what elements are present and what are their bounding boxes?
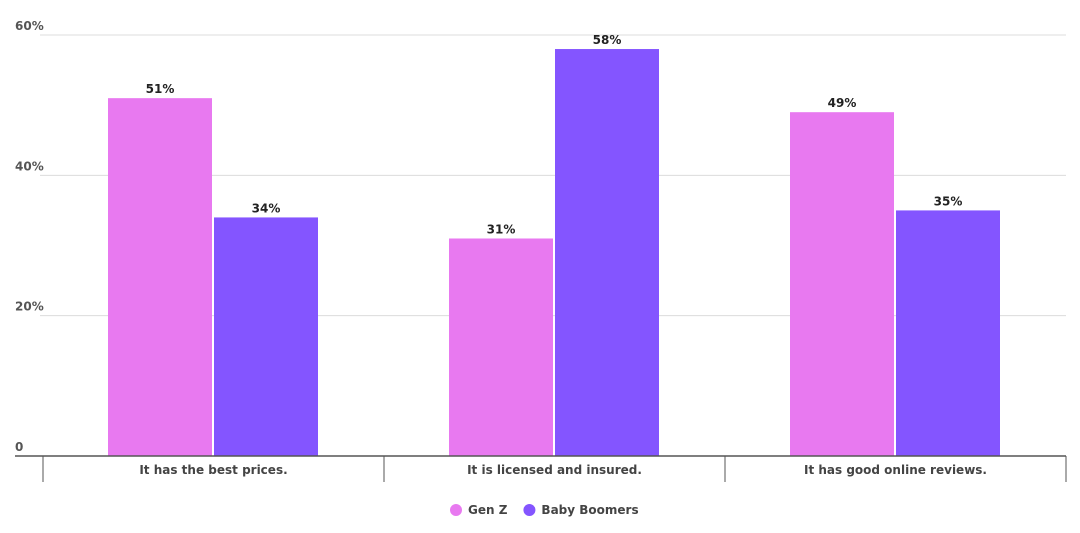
bar bbox=[896, 210, 1000, 456]
x-tick-label: It is licensed and insured. bbox=[467, 463, 642, 477]
data-label: 31% bbox=[487, 222, 516, 236]
bar bbox=[108, 98, 212, 457]
y-tick-label: 40% bbox=[15, 159, 44, 173]
y-tick-label: 0 bbox=[15, 440, 23, 454]
data-label: 51% bbox=[146, 82, 175, 96]
bar bbox=[449, 238, 553, 456]
data-label: 34% bbox=[252, 201, 281, 215]
bar bbox=[214, 217, 318, 456]
legend-marker bbox=[450, 504, 462, 516]
data-label: 35% bbox=[934, 194, 963, 208]
y-tick-label: 60% bbox=[15, 19, 44, 33]
x-tick-label: It has good online reviews. bbox=[804, 463, 987, 477]
x-tick-label: It has the best prices. bbox=[139, 463, 287, 477]
bar bbox=[790, 112, 894, 456]
bar bbox=[555, 49, 659, 457]
y-tick-label: 20% bbox=[15, 300, 44, 314]
legend-label: Gen Z bbox=[468, 503, 508, 517]
legend-label: Baby Boomers bbox=[541, 503, 638, 517]
data-label: 49% bbox=[828, 96, 857, 110]
legend-marker bbox=[523, 504, 536, 516]
data-label: 58% bbox=[593, 33, 622, 47]
